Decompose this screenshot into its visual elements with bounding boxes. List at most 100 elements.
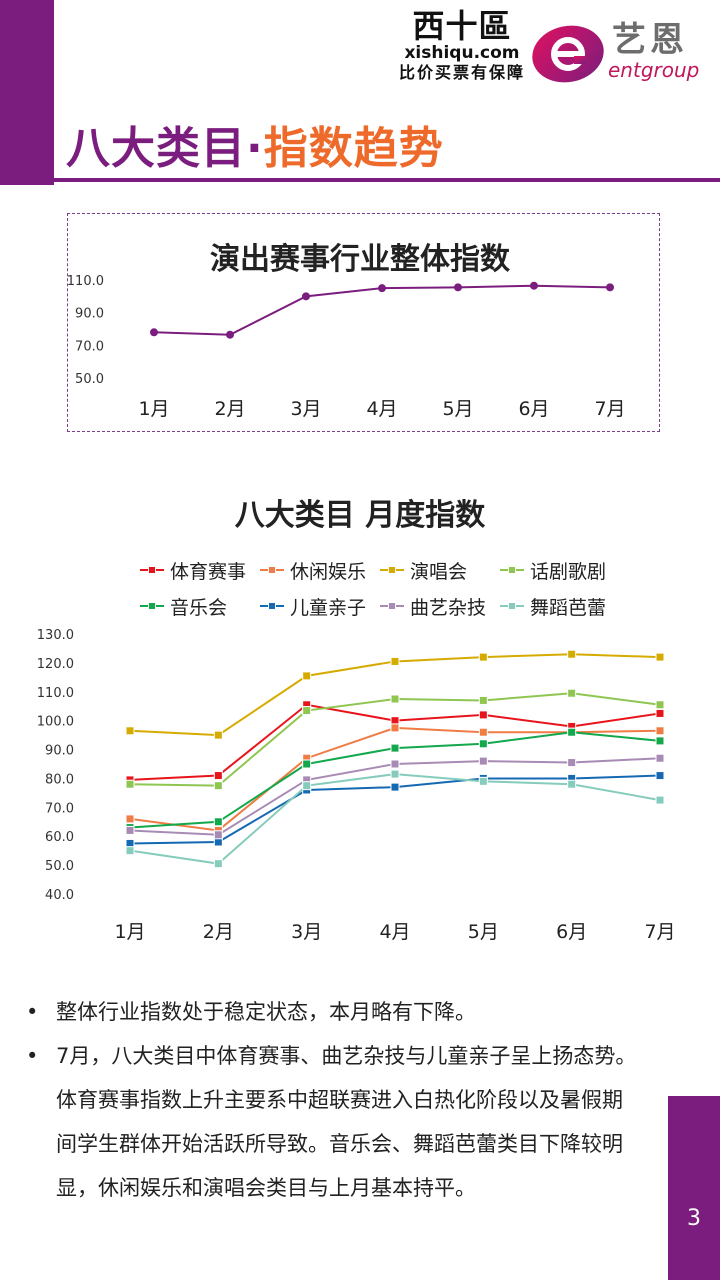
header-divider — [54, 178, 720, 182]
legend-swatch-marker — [508, 602, 516, 610]
data-point — [655, 700, 665, 710]
x-tick-label: 2月 — [203, 921, 234, 943]
data-point — [478, 652, 488, 662]
y-tick-label: 50.0 — [45, 859, 74, 874]
series-line — [129, 703, 661, 781]
data-point — [213, 771, 223, 781]
data-point — [302, 781, 312, 791]
y-tick-label: 70.0 — [45, 801, 74, 816]
data-point — [390, 694, 400, 704]
data-point — [655, 736, 665, 746]
y-tick-label: 120.0 — [37, 657, 74, 672]
y-tick-label: 100.0 — [37, 715, 74, 730]
data-point — [390, 782, 400, 792]
y-tick-label: 130.0 — [37, 628, 74, 643]
series-line — [129, 692, 661, 787]
x-tick-label: 5月 — [468, 921, 499, 943]
data-point — [213, 817, 223, 827]
entgroup-logo: 艺恩 entgroup — [530, 18, 706, 90]
legend-swatch — [260, 563, 284, 577]
data-point — [125, 779, 135, 789]
data-point — [655, 652, 665, 662]
x-tick-label: 1月 — [114, 921, 145, 943]
legend-label: 演唱会 — [410, 560, 468, 583]
page-title: 八大类目·指数趋势 — [66, 112, 444, 176]
legend-swatch — [140, 563, 164, 577]
data-point — [302, 785, 312, 795]
series-line — [129, 653, 661, 737]
y-tick-label: 80.0 — [45, 772, 74, 787]
data-point — [390, 656, 400, 666]
left-accent-bar — [0, 0, 54, 185]
page-number: 3 — [687, 1206, 701, 1231]
data-point — [478, 773, 488, 783]
overall-index-chart-title: 演出赛事行业整体指数 — [210, 242, 510, 277]
legend-swatch — [380, 599, 404, 613]
data-point — [567, 779, 577, 789]
data-point — [567, 688, 577, 698]
legend-row: 体育赛事 休闲娱乐 演唱会 话剧歌剧 — [140, 552, 620, 588]
data-point — [302, 706, 312, 716]
data-point — [390, 759, 400, 769]
data-point — [125, 838, 135, 848]
legend-row: 音乐会 儿童亲子 曲艺杂技 舞蹈芭蕾 — [140, 588, 620, 624]
data-point — [125, 775, 135, 785]
data-point — [125, 825, 135, 835]
series-line — [129, 757, 661, 836]
data-point — [567, 721, 577, 731]
x-tick-label: 7月 — [644, 921, 675, 943]
data-point — [390, 743, 400, 753]
summary-bullets: 整体行业指数处于稳定状态，本月略有下降。 7月，八大类目中体育赛事、曲艺杂技与儿… — [22, 990, 642, 1210]
data-point — [478, 756, 488, 766]
category-index-chart-title: 八大类目 月度指数 — [234, 498, 486, 533]
xishiqu-logo-slogan: 比价买票有保障 — [398, 63, 525, 82]
legend-item: 体育赛事 — [140, 557, 260, 584]
entgroup-e-icon — [532, 25, 604, 83]
data-point — [655, 795, 665, 805]
legend-swatch — [380, 563, 404, 577]
data-point — [390, 769, 400, 779]
series-line — [129, 774, 661, 845]
page-number-box: 3 — [668, 1096, 720, 1280]
legend-swatch — [260, 599, 284, 613]
legend-swatch-marker — [148, 602, 156, 610]
entgroup-logo-sub: entgroup — [608, 58, 700, 82]
data-point — [213, 781, 223, 791]
summary-bullet: 整体行业指数处于稳定状态，本月略有下降。 — [22, 990, 642, 1034]
legend-item: 儿童亲子 — [260, 593, 380, 620]
data-point — [125, 823, 135, 833]
legend-item: 音乐会 — [140, 593, 260, 620]
data-point — [655, 726, 665, 736]
legend-swatch-marker — [268, 602, 276, 610]
legend-label: 舞蹈芭蕾 — [530, 596, 607, 619]
data-point — [213, 837, 223, 847]
data-point — [478, 776, 488, 786]
legend-swatch — [500, 563, 524, 577]
x-tick-label: 4月 — [379, 921, 410, 943]
legend-label: 曲艺杂技 — [410, 596, 487, 619]
legend-label: 体育赛事 — [170, 560, 247, 583]
xishiqu-logo-domain: xishiqu.com — [404, 43, 520, 63]
data-point — [302, 753, 312, 763]
legend-swatch-marker — [388, 566, 396, 574]
legend-label: 音乐会 — [170, 596, 228, 619]
x-tick-label: 3月 — [291, 921, 322, 943]
data-point — [655, 753, 665, 763]
data-point — [567, 727, 577, 737]
page-title-part1: 八大类目 — [66, 123, 246, 174]
data-point — [213, 730, 223, 740]
data-point — [302, 759, 312, 769]
data-point — [478, 710, 488, 720]
data-point — [125, 846, 135, 856]
legend-item: 话剧歌剧 — [500, 557, 620, 584]
data-point — [125, 726, 135, 736]
legend-swatch-marker — [148, 566, 156, 574]
data-point — [213, 830, 223, 840]
legend-label: 话剧歌剧 — [530, 560, 607, 583]
legend-item: 演唱会 — [380, 557, 500, 584]
series-line — [129, 731, 661, 829]
x-tick-label: 6月 — [556, 921, 587, 943]
y-tick-label: 60.0 — [45, 830, 74, 845]
data-point — [302, 775, 312, 785]
legend-swatch-marker — [388, 602, 396, 610]
